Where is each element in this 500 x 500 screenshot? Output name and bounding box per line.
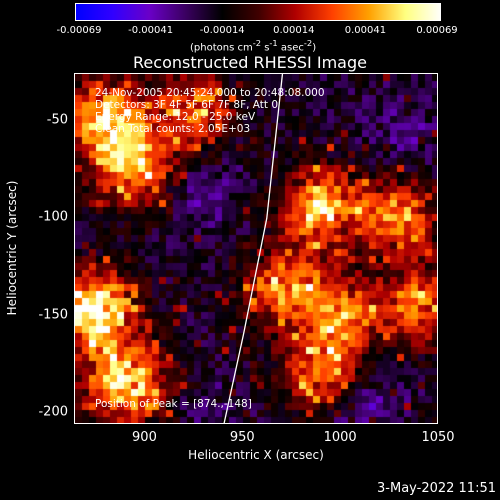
- colorbar-tick-label: -0.00014: [199, 25, 245, 36]
- colorbar-tick-label: 0.00069: [416, 25, 458, 36]
- y-tick-label: -200: [38, 404, 68, 420]
- clean-counts-text: Clean Total counts: 2.05E+03: [95, 123, 251, 135]
- colorbar-tick-label: -0.00041: [128, 25, 174, 36]
- y-tick-label: -100: [38, 209, 68, 225]
- energy-range-text: Energy Range: 12.0 - 25.0 keV: [95, 111, 256, 123]
- colorbar: [75, 3, 441, 21]
- heatmap-image: [75, 74, 437, 423]
- detectors-text: Detectors: 3F 4F 5F 6F 7F 8F, Att 0: [95, 99, 279, 111]
- x-axis-label: Heliocentric X (arcsec): [188, 448, 324, 462]
- y-tick-label: -50: [46, 112, 68, 128]
- time-range-text: 24-Nov-2005 20:45:24.000 to 20:48:08.000: [95, 87, 325, 99]
- solar-limb-path: [223, 74, 284, 423]
- x-tick-label: 950: [229, 430, 255, 445]
- colorbar-tick-label: 0.00014: [273, 25, 315, 36]
- x-tick-label: 900: [132, 430, 157, 445]
- colorbar-tick-label: 0.00041: [344, 25, 387, 36]
- plot-area: 24-Nov-2005 20:45:24.000 to 20:48:08.000…: [74, 73, 438, 424]
- peak-position-text: Position of Peak = [874.,-148]: [95, 398, 252, 410]
- colorbar-units: (photons cm-2 s-1 asec-2): [190, 38, 317, 54]
- timestamp: 3-May-2022 11:51: [377, 481, 496, 496]
- y-tick-label: -150: [38, 307, 68, 323]
- x-tick-label: 1050: [421, 430, 455, 445]
- x-tick-label: 1000: [323, 430, 357, 445]
- solar-limb-line: [223, 74, 284, 423]
- plot-title: Reconstructed RHESSI Image: [133, 53, 367, 72]
- y-axis-label: Heliocentric Y (arcsec): [5, 180, 19, 316]
- colorbar-tick-label: -0.00069: [56, 25, 102, 36]
